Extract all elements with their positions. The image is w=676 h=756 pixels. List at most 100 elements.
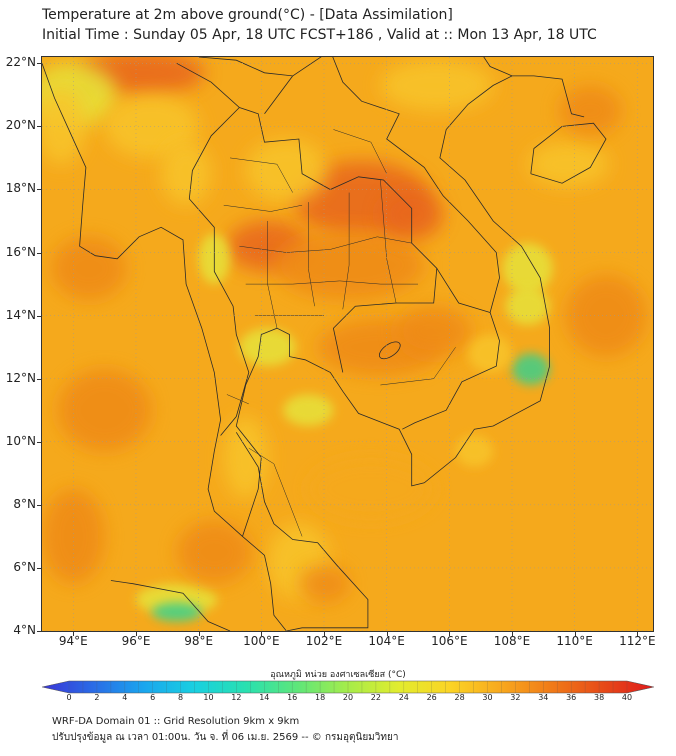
border-line	[235, 432, 369, 631]
province-border-line	[245, 280, 418, 285]
colorbar-tick-label: 26	[426, 693, 437, 702]
colorbar-tick-label: 22	[370, 693, 381, 702]
colorbar-tick-label: 28	[454, 693, 465, 702]
colorbar-tick-label: 34	[538, 693, 549, 702]
province-border-line	[333, 129, 387, 174]
temperature-field-patches	[42, 57, 647, 622]
province-border-line	[239, 236, 412, 253]
province-border-line	[248, 447, 303, 537]
province-border-line	[223, 204, 303, 212]
border-line	[483, 57, 513, 77]
latitude-tick	[37, 63, 41, 65]
latitude-label: 20°N	[5, 118, 36, 133]
temperature-patch	[512, 353, 550, 385]
province-border-line	[267, 221, 278, 329]
longitude-tick	[574, 632, 576, 636]
longitude-label: 100°E	[243, 634, 280, 648]
colorbar-tick-label: 18	[315, 693, 326, 702]
latitude-label: 16°N	[5, 244, 36, 259]
latitude-label: 4°N	[13, 623, 36, 637]
colorbar-tick-label: 4	[122, 693, 128, 702]
latitude-label: 14°N	[5, 307, 36, 322]
temperature-map[interactable]	[41, 56, 654, 632]
temperature-patch	[396, 306, 472, 357]
temperature-patch	[42, 489, 105, 584]
border-line	[530, 122, 607, 184]
longitude-tick	[198, 632, 200, 636]
longitude-tick	[261, 632, 263, 636]
footer-model-info: WRF-DA Domain 01 :: Grid Resolution 9km …	[52, 716, 300, 727]
temperature-patch	[245, 139, 328, 203]
province-border-line	[380, 179, 397, 304]
longitude-tick	[512, 632, 513, 636]
longitude-label: 108°E	[493, 634, 531, 648]
latitude-label: 8°N	[13, 496, 36, 511]
page-subtitle: Initial Time : Sunday 05 Apr, 18 UTC FCS…	[42, 27, 597, 43]
border-line	[198, 57, 294, 115]
colorbar-tick-label: 14	[259, 693, 270, 702]
border-line	[110, 580, 231, 631]
colorbar-tick-label: 20	[342, 693, 354, 702]
temperature-patch	[308, 457, 434, 521]
footer-update-info: ปรับปรุงข้อมูล ณ เวลา 01:00น. วัน จ. ที่…	[52, 732, 399, 743]
longitude-tick	[637, 632, 639, 636]
latitude-tick	[37, 126, 41, 128]
colorbar-tick-label: 36	[566, 693, 577, 702]
colorbar-body	[42, 680, 654, 694]
temperature-patch	[559, 85, 622, 136]
colorbar-tick-label: 8	[178, 693, 184, 702]
latitude-tick	[37, 441, 41, 443]
longitude-label: 102°E	[305, 634, 343, 648]
latitude-tick	[37, 504, 41, 506]
temperature-patch	[51, 236, 127, 300]
temperature-patch	[283, 394, 334, 426]
province-border-line	[229, 157, 293, 193]
longitude-tick	[73, 632, 75, 636]
colorbar-segment-ticks	[68, 681, 628, 693]
temperature-patch	[151, 602, 202, 622]
longitude-label: 112°E	[619, 634, 656, 648]
latitude-tick	[37, 252, 41, 254]
latitude-label: 18°N	[5, 181, 36, 196]
longitude-tick	[136, 632, 137, 636]
border-line	[436, 268, 491, 313]
temperature-patch	[57, 369, 152, 452]
colorbar-tick-label: 30	[482, 693, 493, 702]
longitude-label: 94°E	[58, 634, 88, 648]
longitude-tick	[386, 632, 388, 636]
colorbar-tick-label: 6	[150, 693, 156, 702]
longitude-tick	[449, 632, 451, 636]
temperature-patch	[42, 88, 86, 165]
map-canvas	[42, 57, 653, 631]
colorbar-tick-label: 40	[621, 693, 633, 702]
temperature-patch	[223, 416, 268, 499]
temperature-patch	[298, 564, 350, 603]
page-title: Temperature at 2m above ground(°C) - [Da…	[42, 7, 453, 23]
temperature-patch	[455, 435, 494, 467]
latitude-label: 6°N	[13, 559, 36, 574]
temperature-colorbar	[42, 680, 654, 694]
latitude-tick	[37, 315, 41, 317]
colorbar-tick-label: 0	[66, 693, 72, 702]
lake-outline	[378, 341, 401, 360]
longitude-label: 98°E	[184, 634, 214, 648]
colorbar-tick-label: 32	[510, 693, 521, 702]
province-border-line	[308, 202, 315, 307]
border-line	[235, 75, 585, 537]
country-and-province-borders	[42, 57, 607, 631]
border-line	[188, 107, 240, 199]
temperature-patch	[176, 520, 252, 584]
province-border-line	[226, 394, 249, 405]
colorbar-tick-label: 2	[94, 693, 100, 702]
longitude-tick	[324, 632, 325, 636]
latitude-label: 22°N	[5, 55, 36, 70]
border-line	[292, 57, 500, 430]
colorbar-tick-label: 38	[594, 693, 605, 702]
border-line	[188, 198, 250, 436]
longitude-label: 96°E	[121, 634, 151, 648]
temperature-patch	[104, 94, 199, 158]
latitude-tick	[37, 189, 41, 191]
temperature-patch	[502, 243, 553, 294]
colorbar-tick-label: 16	[287, 693, 298, 702]
colorbar-tick-label: 10	[203, 693, 214, 702]
